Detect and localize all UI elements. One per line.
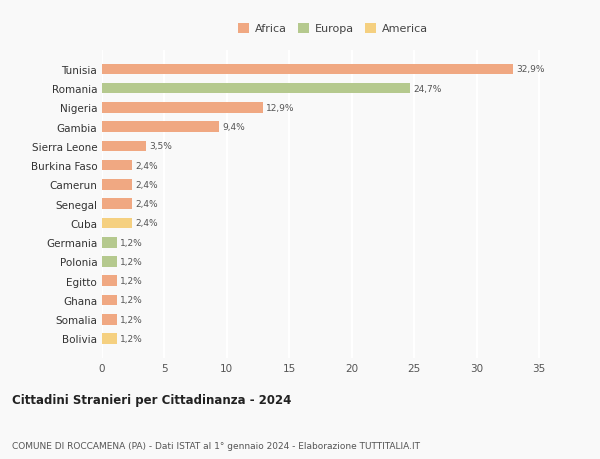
- Text: 3,5%: 3,5%: [149, 142, 172, 151]
- Text: 32,9%: 32,9%: [516, 65, 544, 74]
- Text: 9,4%: 9,4%: [223, 123, 245, 132]
- Bar: [102, 237, 117, 248]
- Text: 2,4%: 2,4%: [135, 200, 158, 209]
- Bar: [102, 122, 220, 133]
- Bar: [102, 218, 132, 229]
- Text: 1,2%: 1,2%: [120, 296, 143, 305]
- Bar: [102, 199, 132, 210]
- Bar: [102, 180, 132, 190]
- Bar: [102, 161, 132, 171]
- Bar: [102, 84, 410, 94]
- Text: 1,2%: 1,2%: [120, 334, 143, 343]
- Text: Cittadini Stranieri per Cittadinanza - 2024: Cittadini Stranieri per Cittadinanza - 2…: [12, 393, 292, 406]
- Bar: [102, 334, 117, 344]
- Text: 12,9%: 12,9%: [266, 104, 295, 112]
- Bar: [102, 314, 117, 325]
- Bar: [102, 257, 117, 267]
- Text: 1,2%: 1,2%: [120, 315, 143, 324]
- Legend: Africa, Europa, America: Africa, Europa, America: [234, 19, 432, 39]
- Text: 1,2%: 1,2%: [120, 277, 143, 285]
- Bar: [102, 141, 146, 152]
- Bar: [102, 276, 117, 286]
- Bar: [102, 103, 263, 113]
- Text: 2,4%: 2,4%: [135, 180, 158, 190]
- Text: COMUNE DI ROCCAMENA (PA) - Dati ISTAT al 1° gennaio 2024 - Elaborazione TUTTITAL: COMUNE DI ROCCAMENA (PA) - Dati ISTAT al…: [12, 441, 420, 450]
- Text: 2,4%: 2,4%: [135, 161, 158, 170]
- Text: 2,4%: 2,4%: [135, 219, 158, 228]
- Text: 24,7%: 24,7%: [413, 84, 442, 94]
- Bar: [102, 64, 513, 75]
- Text: 1,2%: 1,2%: [120, 238, 143, 247]
- Text: 1,2%: 1,2%: [120, 257, 143, 266]
- Bar: [102, 295, 117, 306]
